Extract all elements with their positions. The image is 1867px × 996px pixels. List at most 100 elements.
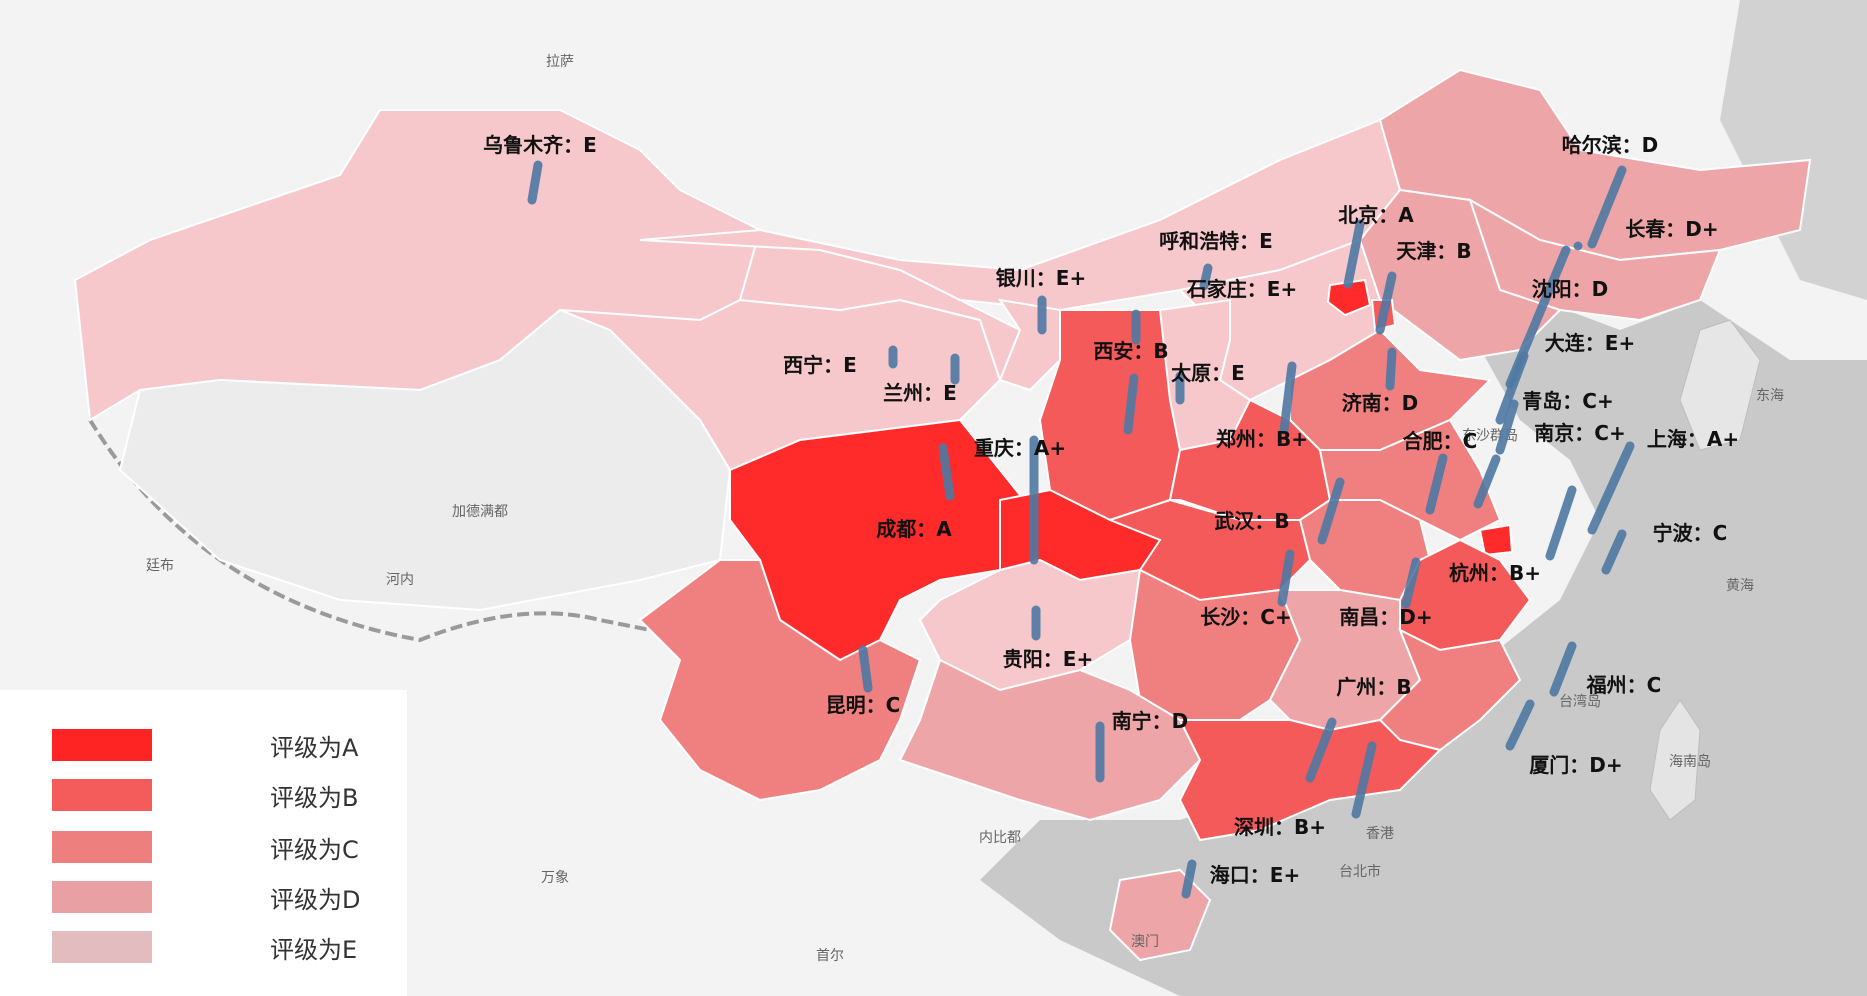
base-label: 台北市	[1339, 863, 1381, 880]
city-label-10: 大连：E+	[1545, 331, 1635, 355]
border-line	[88, 418, 701, 643]
city-label-8: 石家庄：E+	[1186, 277, 1297, 301]
city-label-27: 南昌：D+	[1339, 605, 1432, 629]
city-marker-16[interactable]	[1495, 399, 1519, 455]
base-label: 廷布	[146, 558, 174, 574]
city-marker-35[interactable]	[1181, 859, 1197, 899]
city-marker-20[interactable]	[1473, 454, 1501, 509]
legend-label-a: 评级为A	[270, 733, 359, 762]
city-marker-22[interactable]	[938, 443, 955, 501]
province-hunan	[1128, 568, 1302, 721]
city-label-2: 哈尔滨：D	[1562, 133, 1659, 157]
sea-northeast	[1720, 0, 1867, 300]
city-label-6: 天津：B	[1396, 239, 1471, 263]
city-label-9: 沈阳：D	[1532, 277, 1609, 301]
city-marker-29[interactable]	[858, 645, 873, 693]
city-marker-10[interactable]	[1495, 351, 1529, 425]
city-marker-15[interactable]	[1385, 347, 1397, 391]
city-marker-31[interactable]	[1305, 717, 1337, 783]
city-marker-25[interactable]	[1545, 485, 1577, 561]
city-label-21: 上海：A+	[1647, 427, 1739, 451]
base-label: 加德满都	[452, 504, 508, 520]
city-label-16: 青岛：C+	[1522, 389, 1613, 413]
city-marker-30[interactable]	[1549, 641, 1577, 697]
base-label: 香港	[1366, 826, 1394, 842]
legend-swatch-d	[52, 881, 152, 913]
taiwan-island	[1649, 699, 1701, 821]
city-label-34: 深圳：B+	[1234, 815, 1326, 839]
city-label-13: 太原：E	[1171, 361, 1245, 385]
city-label-19: 合肥：C	[1403, 429, 1478, 453]
province-shanghai	[1478, 523, 1514, 557]
legend-swatch-b	[52, 779, 152, 811]
city-label-26: 长沙：C+	[1200, 605, 1291, 629]
base-label: 海南岛	[1669, 754, 1711, 770]
city-label-17: 重庆：A+	[974, 436, 1066, 460]
city-label-7: 银川：E+	[996, 266, 1086, 290]
city-label-25: 杭州：B+	[1449, 561, 1541, 585]
legend-item-c: 评级为C	[52, 830, 359, 864]
province-liaoning	[1358, 188, 1562, 362]
legend-label-d: 评级为D	[270, 885, 361, 914]
city-label-29: 昆明：C	[826, 693, 901, 717]
city-label-15: 济南：D	[1342, 391, 1419, 415]
legend-label-e: 评级为E	[270, 935, 358, 964]
city-marker-34[interactable]	[1351, 741, 1377, 819]
base-label: 河内	[386, 572, 414, 588]
legend-swatch-c	[52, 831, 152, 863]
city-marker-6[interactable]	[1375, 271, 1397, 335]
base-label: 内比都	[979, 830, 1021, 846]
city-marker-5[interactable]	[1199, 263, 1213, 291]
city-label-1: 乌鲁木齐：E	[483, 133, 597, 157]
province-fujian	[1378, 627, 1522, 752]
city-label-35: 海口：E+	[1210, 863, 1300, 887]
city-label-12: 西安：B	[1093, 339, 1168, 363]
city-label-18: 郑州：B+	[1216, 427, 1308, 451]
base-label: 澳门	[1131, 934, 1159, 950]
legend-label-c: 评级为C	[270, 835, 359, 864]
province-yunnan	[638, 559, 922, 802]
city-marker-1[interactable]	[527, 160, 543, 205]
city-label-32: 南宁：D	[1112, 709, 1189, 733]
legend-label-b: 评级为B	[270, 783, 359, 812]
province-beijing	[1326, 278, 1372, 317]
city-label-4: 北京：A	[1338, 203, 1414, 227]
base-label: 首尔	[816, 948, 844, 964]
city-marker-19[interactable]	[1425, 453, 1448, 515]
legend-swatch-a	[52, 729, 152, 761]
city-label-33: 厦门：D+	[1529, 753, 1622, 777]
city-label-3: 长春：D+	[1625, 217, 1718, 241]
city-marker-27[interactable]	[1401, 557, 1421, 609]
city-marker-21[interactable]	[1587, 441, 1635, 535]
city-label-22: 成都：A	[876, 517, 952, 541]
base-label: 拉萨	[546, 54, 574, 70]
city-label-11: 西宁：E	[783, 353, 857, 377]
city-marker-26[interactable]	[1277, 549, 1295, 607]
city-marker-23[interactable]	[1317, 477, 1345, 545]
city-label-30: 福州：C	[1586, 673, 1662, 697]
legend: 评级为A 评级为B 评级为C 评级为D 评级为E	[0, 690, 407, 996]
city-label-28: 贵阳：E+	[1003, 647, 1093, 671]
base-label: 黄海	[1726, 577, 1754, 594]
city-label-24: 宁波：C	[1653, 521, 1728, 545]
legend-item-a: 评级为A	[52, 728, 358, 762]
city-labels: 乌鲁木齐：E 哈尔滨：D 长春：D+ 北京：A 呼和浩特：E 天津：B 银川：E+ 石家庄：E…	[483, 133, 1739, 887]
city-label-5: 呼和浩特：E	[1159, 229, 1273, 253]
provinces	[73, 68, 1812, 962]
city-label-31: 广州：B	[1336, 675, 1411, 699]
city-marker-24[interactable]	[1601, 529, 1627, 575]
legend-item-b: 评级为B	[52, 778, 358, 812]
city-marker-18[interactable]	[1279, 361, 1297, 435]
city-label-23: 武汉：B	[1214, 509, 1289, 533]
base-label: 台湾岛	[1559, 693, 1601, 710]
city-marker-12[interactable]	[1123, 373, 1139, 435]
city-marker-33[interactable]	[1505, 699, 1535, 751]
legend-item-e: 评级为E	[52, 930, 357, 964]
city-marker-2[interactable]	[1587, 165, 1627, 249]
city-label-14: 兰州：E	[883, 381, 957, 405]
legend-swatch-e	[52, 931, 152, 963]
city-markers[interactable]	[527, 160, 1635, 899]
city-marker-4[interactable]	[1343, 219, 1365, 289]
